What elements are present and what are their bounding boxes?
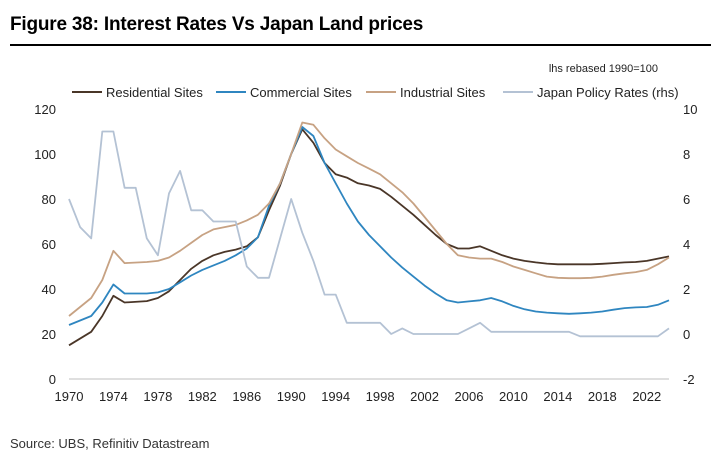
y-right-tick-label: 10: [683, 102, 697, 117]
series-line-commercial-sites: [68, 126, 670, 326]
legend-label-industrial-sites: Industrial Sites: [400, 85, 486, 100]
rebase-note: lhs rebased 1990=100: [549, 63, 658, 75]
x-tick-label: 2022: [632, 389, 661, 404]
legend-label-japan-policy-rates-rhs: Japan Policy Rates (rhs): [537, 85, 679, 100]
y-right-tick-label: 8: [683, 147, 690, 162]
x-tick-label: 2006: [455, 389, 484, 404]
title-divider: [10, 44, 711, 46]
y-right-tick-label: 2: [683, 282, 690, 297]
x-tick-label: 1978: [143, 389, 172, 404]
x-tick-label: 1990: [277, 389, 306, 404]
y-left-tick-label: 20: [42, 327, 56, 342]
chart-series: [68, 121, 670, 347]
x-tick-label: 2014: [543, 389, 572, 404]
x-tick-label: 2010: [499, 389, 528, 404]
x-tick-label: 1982: [188, 389, 217, 404]
series-line-residential-sites: [68, 128, 670, 347]
series-line-japan-policy-rates-rhs: [68, 130, 670, 338]
legend-label-commercial-sites: Commercial Sites: [250, 85, 352, 100]
x-tick-label: 2002: [410, 389, 439, 404]
y-left-tick-label: 80: [42, 192, 56, 207]
y-left-tick-label: 120: [34, 102, 56, 117]
x-tick-label: 1974: [99, 389, 128, 404]
chart-legend: Residential Sites Commercial Sites Industr…: [72, 85, 679, 100]
x-tick-label: 1998: [366, 389, 395, 404]
x-tick-label: 1970: [55, 389, 84, 404]
y-right-tick-label: 6: [683, 192, 690, 207]
legend-label-residential-sites: Residential Sites: [106, 85, 203, 100]
source-note: Source: UBS, Refinitiv Datastream: [10, 436, 210, 451]
series-line-industrial-sites: [68, 121, 670, 317]
y-left-tick-label: 0: [49, 372, 56, 387]
y-right-tick-label: -2: [683, 372, 695, 387]
y-right-tick-label: 0: [683, 327, 690, 342]
y-left-tick-label: 60: [42, 237, 56, 252]
x-tick-label: 1986: [232, 389, 261, 404]
chart-axes: 1970 1974 1978 1982 1986 1990 1994 1998 2002 2006…: [34, 102, 697, 404]
x-tick-label: 1994: [321, 389, 350, 404]
x-tick-label: 2018: [588, 389, 617, 404]
y-right-tick-label: 4: [683, 237, 690, 252]
y-left-tick-label: 100: [34, 147, 56, 162]
figure-title: Figure 38: Interest Rates Vs Japan Land …: [10, 14, 424, 35]
y-left-tick-label: 40: [42, 282, 56, 297]
